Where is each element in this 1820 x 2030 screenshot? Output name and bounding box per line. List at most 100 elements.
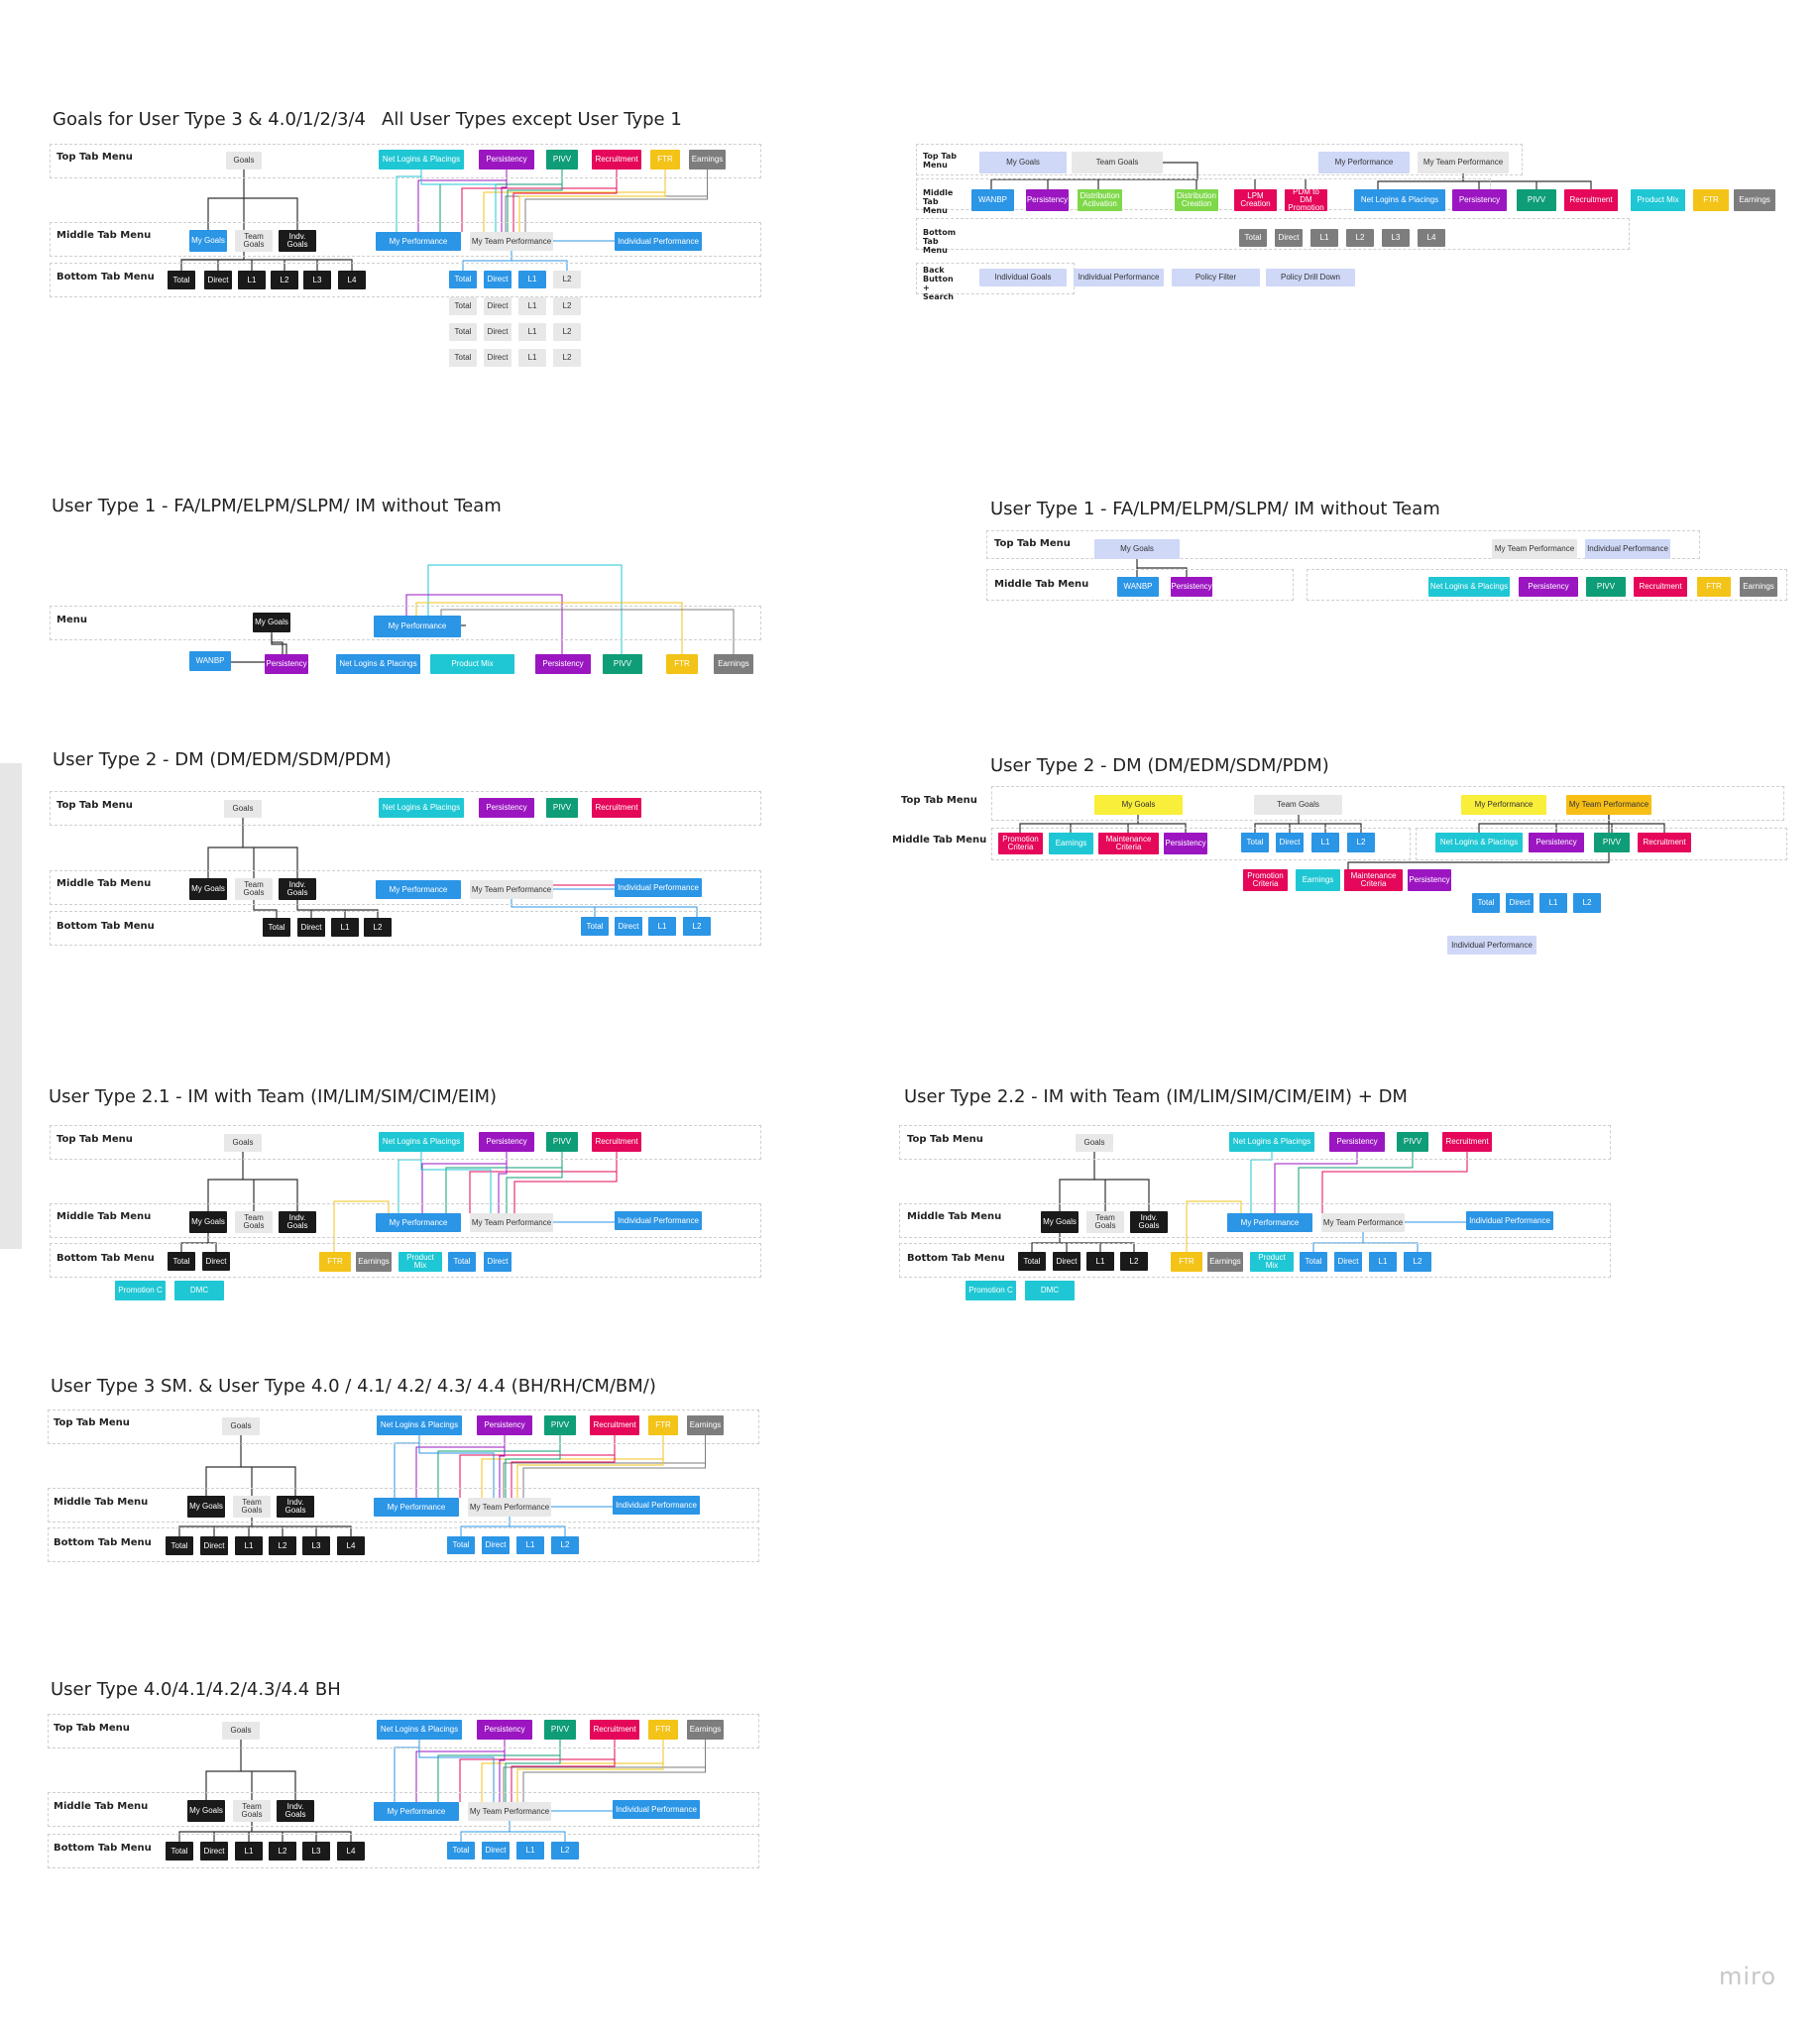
node-my-performance[interactable]: My Performance [1227, 1213, 1312, 1232]
node-individual-performance[interactable]: Individual Performance [1074, 269, 1164, 286]
node-product-mix[interactable]: Product Mix [398, 1252, 442, 1272]
node-individual-performance[interactable]: Individual Performance [613, 1496, 700, 1515]
node-l4[interactable]: L4 [338, 271, 366, 289]
node-pdm-to-dm-promotion[interactable]: PDM to DM Promotion [1285, 189, 1327, 211]
node-recruitment[interactable]: Recruitment [1442, 1132, 1492, 1152]
node-total[interactable]: Total [449, 323, 477, 341]
node-earnings[interactable]: Earnings [687, 1415, 724, 1435]
node-direct[interactable]: Direct [1275, 229, 1303, 247]
node-policy-drill-down[interactable]: Policy Drill Down [1266, 269, 1355, 286]
node-my-performance[interactable]: My Performance [1318, 152, 1410, 173]
node-dmc[interactable]: DMC [174, 1281, 224, 1300]
node-l2[interactable]: L2 [269, 1842, 296, 1861]
node-l2[interactable]: L2 [553, 349, 581, 367]
node-total[interactable]: Total [1018, 1252, 1046, 1271]
node-l3[interactable]: L3 [302, 1536, 330, 1555]
node-recruitment[interactable]: Recruitment [592, 798, 641, 818]
node-total[interactable]: Total [263, 918, 290, 937]
node-total[interactable]: Total [581, 917, 609, 936]
node-wanbp[interactable]: WANBP [1117, 577, 1159, 597]
node-my-team-performance[interactable]: My Team Performance [1418, 152, 1509, 173]
node-l1[interactable]: L1 [238, 271, 266, 289]
node-direct[interactable]: Direct [484, 297, 512, 315]
node-l3[interactable]: L3 [1382, 229, 1410, 247]
node-persistency[interactable]: Persistency [1519, 577, 1578, 597]
node-persistency[interactable]: Persistency [1529, 833, 1584, 852]
node-total[interactable]: Total [166, 1536, 193, 1555]
node-promotion-c[interactable]: Promotion C [966, 1281, 1016, 1300]
node-l2[interactable]: L2 [271, 271, 298, 289]
node-l1[interactable]: L1 [1086, 1252, 1114, 1271]
node-my-team-performance[interactable]: My Team Performance [470, 1213, 553, 1232]
node-l1[interactable]: L1 [518, 349, 546, 367]
node-total[interactable]: Total [1239, 229, 1267, 247]
node-individual-performance[interactable]: Individual Performance [613, 1800, 700, 1819]
node-l3[interactable]: L3 [303, 271, 331, 289]
node-ftr[interactable]: FTR [666, 654, 698, 674]
node-persistency[interactable]: Persistency [477, 1415, 532, 1435]
node-goals[interactable]: Goals [1076, 1134, 1113, 1152]
node-direct[interactable]: Direct [1276, 833, 1304, 852]
node-net-logins-placings[interactable]: Net Logins & Placings [379, 1132, 464, 1152]
node-promotion-criteria[interactable]: Promotion Criteria [1243, 869, 1288, 891]
node-goals[interactable]: Goals [224, 1134, 262, 1152]
node-pivv[interactable]: PIVV [603, 654, 642, 674]
node-indv-goals[interactable]: Indv. Goals [279, 230, 316, 252]
node-my-goals[interactable]: My Goals [1041, 1211, 1079, 1233]
node-l2[interactable]: L2 [364, 918, 392, 937]
node-product-mix[interactable]: Product Mix [1631, 189, 1685, 211]
node-my-performance[interactable]: My Performance [376, 1213, 461, 1232]
node-l4[interactable]: L4 [337, 1536, 365, 1555]
node-my-team-performance[interactable]: My Team Performance [1321, 1213, 1405, 1232]
node-earnings[interactable]: Earnings [714, 654, 753, 674]
node-promotion-criteria[interactable]: Promotion Criteria [998, 833, 1043, 854]
node-my-goals[interactable]: My Goals [979, 152, 1067, 173]
node-l2[interactable]: L2 [553, 323, 581, 341]
node-l1[interactable]: L1 [1539, 893, 1567, 913]
node-earnings[interactable]: Earnings [1296, 869, 1340, 891]
node-l1[interactable]: L1 [648, 917, 676, 936]
node-indv-goals[interactable]: Indv. Goals [277, 1800, 314, 1822]
node-goals[interactable]: Goals [226, 152, 262, 169]
node-persistency[interactable]: Persistency [477, 1720, 532, 1740]
node-total[interactable]: Total [1472, 893, 1500, 913]
node-l2[interactable]: L2 [1347, 833, 1375, 852]
node-individual-performance[interactable]: Individual Performance [615, 1211, 702, 1230]
node-total[interactable]: Total [166, 1842, 193, 1861]
node-my-performance[interactable]: My Performance [376, 232, 461, 251]
node-persistency[interactable]: Persistency [1408, 869, 1451, 891]
node-product-mix[interactable]: Product Mix [1250, 1252, 1294, 1272]
node-direct[interactable]: Direct [1053, 1252, 1081, 1271]
node-earnings[interactable]: Earnings [1049, 833, 1093, 854]
node-persistency[interactable]: Persistency [1171, 577, 1212, 597]
node-individual-performance[interactable]: Individual Performance [1466, 1211, 1553, 1230]
node-recruitment[interactable]: Recruitment [1638, 833, 1691, 852]
node-persistency[interactable]: Persistency [1164, 833, 1207, 854]
node-l2[interactable]: L2 [269, 1536, 296, 1555]
node-my-goals[interactable]: My Goals [189, 878, 227, 900]
node-l1[interactable]: L1 [518, 271, 546, 288]
node-l2[interactable]: L2 [551, 1842, 579, 1860]
node-direct[interactable]: Direct [482, 1842, 510, 1860]
node-persistency[interactable]: Persistency [265, 654, 308, 674]
node-pivv[interactable]: PIVV [1517, 189, 1556, 211]
node-promotion-c[interactable]: Promotion C [115, 1281, 166, 1300]
node-total[interactable]: Total [168, 271, 195, 289]
node-l1[interactable]: L1 [235, 1842, 263, 1861]
node-total[interactable]: Total [168, 1252, 195, 1271]
node-my-team-performance[interactable]: My Team Performance [1566, 795, 1651, 815]
node-pivv[interactable]: PIVV [546, 798, 578, 818]
node-net-logins-placings[interactable]: Net Logins & Placings [336, 654, 420, 674]
node-l2[interactable]: L2 [1404, 1252, 1431, 1272]
node-indv-goals[interactable]: Indv. Goals [279, 1211, 316, 1233]
node-goals[interactable]: Goals [222, 1417, 260, 1435]
node-pivv[interactable]: PIVV [1594, 833, 1630, 852]
node-pivv[interactable]: PIVV [544, 1415, 576, 1435]
node-l1[interactable]: L1 [331, 918, 359, 937]
node-l2[interactable]: L2 [683, 917, 711, 936]
node-my-performance[interactable]: My Performance [374, 1802, 459, 1821]
node-pivv[interactable]: PIVV [1586, 577, 1626, 597]
node-l1[interactable]: L1 [1310, 229, 1338, 247]
node-my-goals[interactable]: My Goals [187, 1800, 225, 1822]
node-persistency[interactable]: Persistency [1452, 189, 1507, 211]
